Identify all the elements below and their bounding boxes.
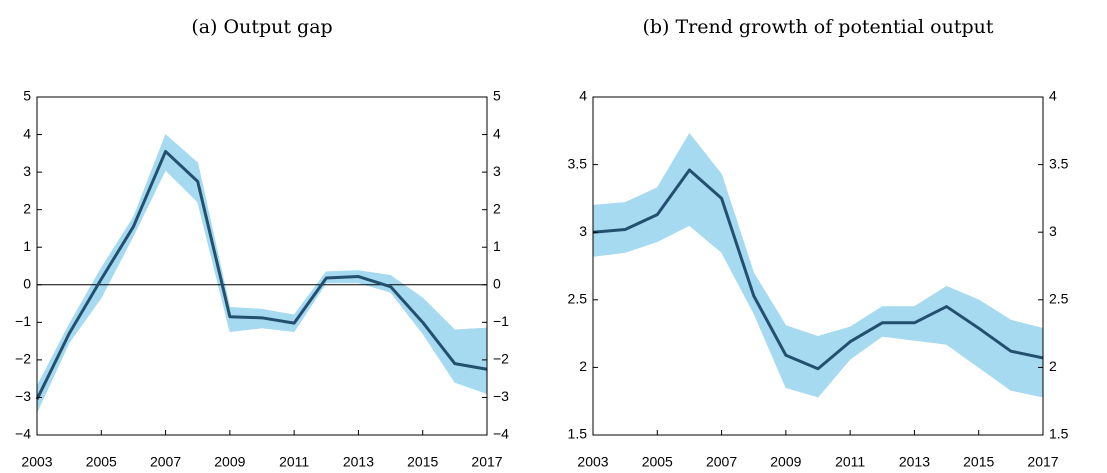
confidence-band bbox=[624, 187, 658, 253]
y-tick-label: 2 bbox=[23, 200, 31, 216]
confidence-band bbox=[946, 285, 980, 368]
x-tick-label: 2007 bbox=[150, 454, 181, 470]
x-tick-label: 2009 bbox=[770, 454, 801, 470]
y-tick-label: 3 bbox=[579, 223, 587, 239]
y2-tick-label: 3 bbox=[1049, 223, 1057, 239]
y-tick-label: 1.5 bbox=[568, 426, 588, 442]
confidence-band bbox=[454, 327, 488, 395]
confidence-band bbox=[753, 271, 787, 388]
confidence-band bbox=[229, 306, 263, 333]
x-tick-label: 2017 bbox=[471, 454, 502, 470]
x-tick-label: 2013 bbox=[343, 454, 374, 470]
y2-tick-label: 3 bbox=[493, 163, 501, 179]
y-tick-label: −3 bbox=[15, 388, 31, 404]
y-tick-label: −1 bbox=[15, 313, 31, 329]
x-tick-label: 2007 bbox=[706, 454, 737, 470]
y2-tick-label: 4 bbox=[493, 125, 501, 141]
y2-tick-label: 4 bbox=[1049, 88, 1057, 104]
y-tick-label: 3 bbox=[23, 163, 31, 179]
x-tick-label: 2013 bbox=[899, 454, 930, 470]
chart-title: (a) Output gap bbox=[191, 16, 332, 38]
y2-tick-label: −3 bbox=[493, 388, 509, 404]
x-tick-label: 2003 bbox=[21, 454, 52, 470]
line bbox=[35, 149, 488, 400]
line bbox=[592, 168, 1044, 371]
y2-tick-label: −4 bbox=[493, 426, 509, 442]
plot-frame bbox=[592, 96, 1044, 436]
y-tick-label: 2.5 bbox=[568, 291, 588, 307]
y2-tick-label: 1 bbox=[493, 238, 501, 254]
x-tick-label: 2005 bbox=[642, 454, 673, 470]
x-tick-label: 2015 bbox=[407, 454, 438, 470]
y2-tick-label: 0 bbox=[493, 275, 501, 291]
y2-tick-label: 2 bbox=[493, 200, 501, 216]
plot-frame bbox=[36, 96, 488, 436]
y-tick-label: −2 bbox=[15, 351, 31, 367]
y-tick-label: −4 bbox=[15, 426, 31, 442]
confidence-band bbox=[100, 216, 134, 299]
chart-title: (b) Trend growth of potential output bbox=[642, 16, 993, 38]
y-tick-label: 1 bbox=[23, 238, 31, 254]
confidence-band bbox=[656, 132, 690, 243]
y-tick-label: 4 bbox=[579, 88, 587, 104]
y2-tick-label: 3.5 bbox=[1049, 155, 1069, 171]
confidence-band bbox=[1010, 319, 1044, 398]
y-tick-label: 4 bbox=[23, 125, 31, 141]
x-tick-label: 2009 bbox=[214, 454, 245, 470]
y-tick-label: 5 bbox=[23, 88, 31, 104]
x-tick-label: 2011 bbox=[279, 454, 309, 470]
y-tick-label: 0 bbox=[23, 275, 31, 291]
y-tick-label: 3.5 bbox=[568, 155, 588, 171]
x-tick-label: 2003 bbox=[577, 454, 608, 470]
y-tick-label: 2 bbox=[579, 358, 587, 374]
confidence-band bbox=[422, 297, 456, 384]
x-tick-label: 2005 bbox=[86, 454, 117, 470]
y2-tick-label: 2.5 bbox=[1049, 291, 1069, 307]
y2-tick-label: 2 bbox=[1049, 358, 1057, 374]
y2-tick-label: −1 bbox=[493, 313, 509, 329]
confidence-band bbox=[978, 299, 1012, 391]
x-tick-label: 2011 bbox=[835, 454, 865, 470]
x-tick-label: 2017 bbox=[1027, 454, 1058, 470]
confidence-band bbox=[817, 326, 851, 398]
x-tick-label: 2015 bbox=[963, 454, 994, 470]
y2-tick-label: 5 bbox=[493, 88, 501, 104]
y2-tick-label: −2 bbox=[493, 351, 509, 367]
y2-tick-label: 1.5 bbox=[1049, 426, 1069, 442]
